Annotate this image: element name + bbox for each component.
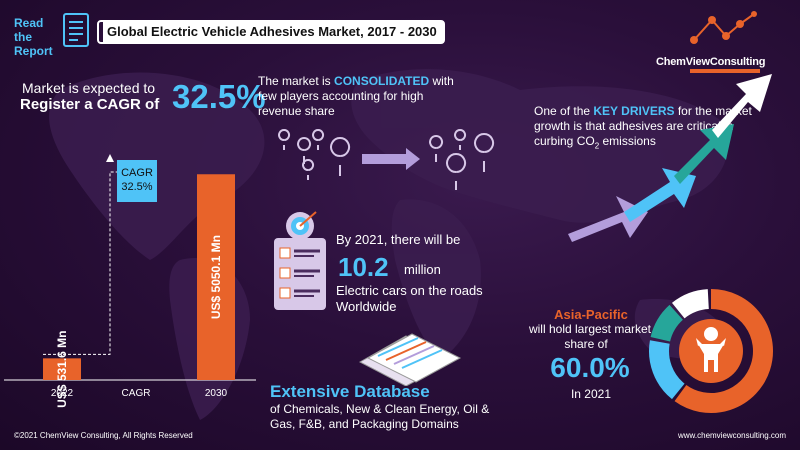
cagr-claim-line1: Market is expected to	[22, 80, 156, 96]
report-document-icon[interactable]	[62, 12, 92, 50]
bar-value-label-2030: US$ 5050.1 Mn	[209, 235, 223, 319]
cagr-callout: CAGR 32.5%	[117, 160, 157, 202]
chemview-logo-icon	[690, 11, 757, 44]
database-subtitle: of Chemicals, New & Clean Energy, Oil & …	[270, 402, 490, 431]
read-line-2: Report	[14, 44, 53, 58]
person-icon	[696, 327, 726, 372]
consolidated-highlight: CONSOLIDATED	[334, 74, 430, 88]
drivers-part3: emissions	[599, 134, 656, 148]
drivers-sub: 2	[594, 141, 600, 151]
ev-cars-number: 10.2	[338, 252, 389, 282]
ev-cars-unit: million	[404, 262, 441, 277]
ev-cars-line2: Electric cars on the roads Worldwide	[336, 283, 483, 314]
drivers-part2: for the market growth is that adhesives …	[534, 104, 752, 148]
x-tick-label-2030: 2030	[205, 388, 228, 399]
location-pins-icon	[278, 129, 495, 190]
donut-segment-asia-pacific	[674, 289, 773, 413]
consolidated-part1: The market is	[258, 74, 335, 88]
x-tick-label-2022: 2022	[51, 388, 74, 399]
page-title: Global Electric Vehicle Adhesives Market…	[97, 20, 445, 44]
consolidated-text: The market is CONSOLIDATED with few play…	[258, 74, 458, 119]
asia-share-donut	[649, 289, 773, 413]
database-title: Extensive Database	[270, 382, 430, 401]
x-tick-label-CAGR: CAGR	[122, 388, 151, 399]
checklist-target-icon	[274, 211, 326, 310]
footer-copyright: ©2021 ChemView Consulting, All Rights Re…	[14, 431, 193, 440]
asia-year: In 2021	[570, 387, 612, 401]
key-drivers-text: One of the KEY DRIVERS for the market gr…	[534, 104, 754, 153]
logo-tagline-bar	[690, 69, 760, 73]
donut-segment-4	[671, 289, 710, 319]
donut-segment-2	[649, 340, 685, 400]
cagr-claim-value: 32.5%	[172, 78, 266, 115]
growth-arrow-icon	[568, 74, 772, 242]
drivers-part1: One of the	[534, 104, 594, 118]
asia-line3: share of	[564, 337, 608, 351]
bar-2030	[197, 174, 235, 380]
consolidated-part2: with few players accounting for high rev…	[258, 74, 454, 118]
footer-website[interactable]: www.chemviewconsulting.com	[678, 431, 787, 440]
cagr-callout-value: 32.5%	[121, 181, 153, 193]
logo-name: ChemViewConsulting	[656, 56, 766, 68]
donut-segment-3	[650, 304, 684, 343]
drivers-highlight: KEY DRIVERS	[593, 104, 675, 118]
ev-cars-line1: By 2021, there will be	[336, 232, 461, 247]
bar-2022	[43, 358, 81, 380]
asia-region: Asia-Pacific	[554, 307, 628, 322]
cagr-arrowhead	[106, 154, 114, 162]
bar-value-label-2022: US$ 531.6 Mn	[55, 330, 69, 407]
asia-percentage: 60.0%	[550, 352, 630, 383]
read-line-1: Read the	[14, 16, 44, 44]
database-documents-icon	[358, 333, 462, 386]
asia-line2: will hold largest market	[528, 322, 652, 336]
cagr-connector	[43, 171, 117, 355]
read-the-report-label[interactable]: Read the Report	[14, 16, 62, 58]
cagr-claim-line2: Register a CAGR of	[20, 96, 160, 113]
cagr-callout-label: CAGR	[121, 167, 153, 179]
